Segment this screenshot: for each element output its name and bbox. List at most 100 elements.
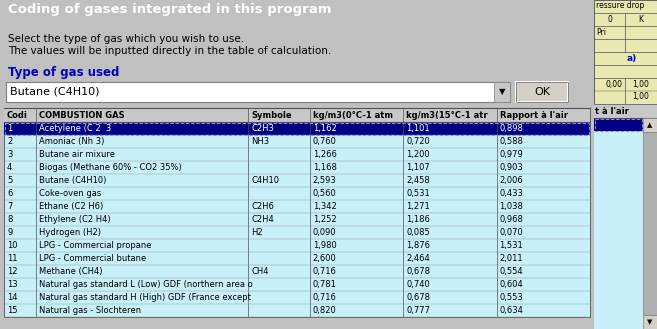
Text: Coke-oven gas: Coke-oven gas — [39, 189, 101, 198]
Bar — [594, 118, 643, 131]
Text: ressure drop: ressure drop — [596, 2, 645, 11]
Text: 0,820: 0,820 — [313, 306, 336, 315]
Text: 0,716: 0,716 — [313, 293, 336, 302]
Text: Butane (C4H10): Butane (C4H10) — [10, 87, 99, 97]
Text: 2,458: 2,458 — [406, 176, 430, 185]
Text: 1,200: 1,200 — [406, 150, 430, 159]
Text: LPG - Commercial propane: LPG - Commercial propane — [39, 241, 151, 250]
Text: 9: 9 — [7, 228, 12, 237]
Bar — [6, 82, 510, 102]
Text: Type of gas used: Type of gas used — [8, 66, 120, 79]
Text: 2,011: 2,011 — [499, 254, 523, 263]
Text: 1,342: 1,342 — [313, 202, 336, 211]
Text: 0,777: 0,777 — [406, 306, 430, 315]
Text: Coding of gases integrated in this program: Coding of gases integrated in this progr… — [8, 4, 331, 16]
Text: 1,107: 1,107 — [406, 163, 430, 172]
Text: 8: 8 — [7, 215, 12, 224]
Text: Natural gas - Slochteren: Natural gas - Slochteren — [39, 306, 141, 315]
Bar — [595, 118, 642, 131]
Bar — [643, 132, 657, 315]
Text: LPG - Commercial butane: LPG - Commercial butane — [39, 254, 146, 263]
Text: ▲: ▲ — [647, 122, 652, 128]
Text: Butane (C4H10): Butane (C4H10) — [39, 176, 106, 185]
Text: t à l'air: t à l'air — [595, 107, 629, 115]
Text: Ethane (C2 H6): Ethane (C2 H6) — [39, 202, 103, 211]
Text: 0,560: 0,560 — [313, 189, 336, 198]
Text: 1,531: 1,531 — [499, 241, 524, 250]
Text: 13: 13 — [7, 280, 18, 289]
Text: 0,085: 0,085 — [406, 228, 430, 237]
Text: 0,090: 0,090 — [313, 228, 336, 237]
Bar — [636, 1, 656, 18]
Bar — [494, 82, 510, 102]
Bar — [516, 82, 568, 102]
Text: 0,716: 0,716 — [313, 267, 336, 276]
Bar — [636, 1, 656, 18]
Text: Natural gas standard L (Low) GDF (northern area o: Natural gas standard L (Low) GDF (northe… — [39, 280, 252, 289]
Text: 7: 7 — [7, 202, 12, 211]
Bar — [5, 122, 589, 135]
Bar — [4, 108, 590, 317]
Text: The values will be inputted directly in the table of calculation.: The values will be inputted directly in … — [8, 46, 331, 56]
Text: 0,760: 0,760 — [313, 137, 336, 146]
Text: Pri: Pri — [596, 28, 606, 37]
Text: Select the type of gas which you wish to use.: Select the type of gas which you wish to… — [8, 34, 244, 44]
Text: 1,266: 1,266 — [313, 150, 336, 159]
Text: Hydrogen (H2): Hydrogen (H2) — [39, 228, 101, 237]
Text: 1,00: 1,00 — [632, 92, 649, 102]
Text: 0,554: 0,554 — [499, 267, 523, 276]
Text: ▼: ▼ — [647, 319, 652, 325]
Text: C2H6: C2H6 — [251, 202, 274, 211]
Text: 5: 5 — [7, 176, 12, 185]
Text: 12: 12 — [7, 267, 18, 276]
Text: 3: 3 — [7, 150, 12, 159]
Text: 1,00: 1,00 — [632, 80, 649, 89]
Text: a): a) — [627, 54, 637, 63]
Text: C4H10: C4H10 — [251, 176, 279, 185]
Text: C2H4: C2H4 — [251, 215, 274, 224]
Text: 0,531: 0,531 — [406, 189, 430, 198]
Bar — [643, 118, 657, 132]
Text: 1,186: 1,186 — [406, 215, 430, 224]
Text: 1: 1 — [7, 124, 12, 133]
Text: 0,588: 0,588 — [499, 137, 524, 146]
Text: kg/m3(15°C-1 atr: kg/m3(15°C-1 atr — [406, 111, 487, 119]
Text: 2,006: 2,006 — [499, 176, 524, 185]
Text: 0,898: 0,898 — [499, 124, 524, 133]
Text: OK: OK — [534, 87, 550, 97]
Text: COMBUSTION GAS: COMBUSTION GAS — [39, 111, 124, 119]
Bar — [643, 315, 657, 329]
Text: 14: 14 — [7, 293, 18, 302]
Text: 1,038: 1,038 — [499, 202, 524, 211]
Text: 1,876: 1,876 — [406, 241, 430, 250]
Text: CH4: CH4 — [251, 267, 269, 276]
Text: Natural gas standard H (High) GDF (France except: Natural gas standard H (High) GDF (Franc… — [39, 293, 251, 302]
Text: 0,740: 0,740 — [406, 280, 430, 289]
Text: 0,604: 0,604 — [499, 280, 524, 289]
Text: Biogas (Methane 60% - CO2 35%): Biogas (Methane 60% - CO2 35%) — [39, 163, 181, 172]
Text: 0,781: 0,781 — [313, 280, 336, 289]
Text: C2H3: C2H3 — [251, 124, 274, 133]
Text: 0,979: 0,979 — [499, 150, 524, 159]
Text: 1,252: 1,252 — [313, 215, 336, 224]
Text: 0,553: 0,553 — [499, 293, 524, 302]
Text: Acetylene (C 2  3: Acetylene (C 2 3 — [39, 124, 111, 133]
Text: 0,634: 0,634 — [499, 306, 524, 315]
Bar — [4, 108, 590, 122]
Text: 0: 0 — [607, 15, 612, 24]
Bar — [594, 118, 643, 329]
Text: kg/m3(0°C-1 atm: kg/m3(0°C-1 atm — [313, 111, 393, 119]
Text: ▼: ▼ — [499, 88, 505, 96]
Text: Amoniac (Nh 3): Amoniac (Nh 3) — [39, 137, 104, 146]
Text: 1,162: 1,162 — [313, 124, 336, 133]
Text: 11: 11 — [7, 254, 18, 263]
Text: 6: 6 — [7, 189, 12, 198]
Text: 1,980: 1,980 — [313, 241, 336, 250]
Text: 0,433: 0,433 — [499, 189, 524, 198]
Text: X: X — [641, 3, 651, 16]
Text: 2,464: 2,464 — [406, 254, 430, 263]
Text: Rapport à l'air: Rapport à l'air — [499, 111, 568, 119]
Text: 2: 2 — [7, 137, 12, 146]
Text: Symbole: Symbole — [251, 111, 292, 119]
Text: Methane (CH4): Methane (CH4) — [39, 267, 102, 276]
